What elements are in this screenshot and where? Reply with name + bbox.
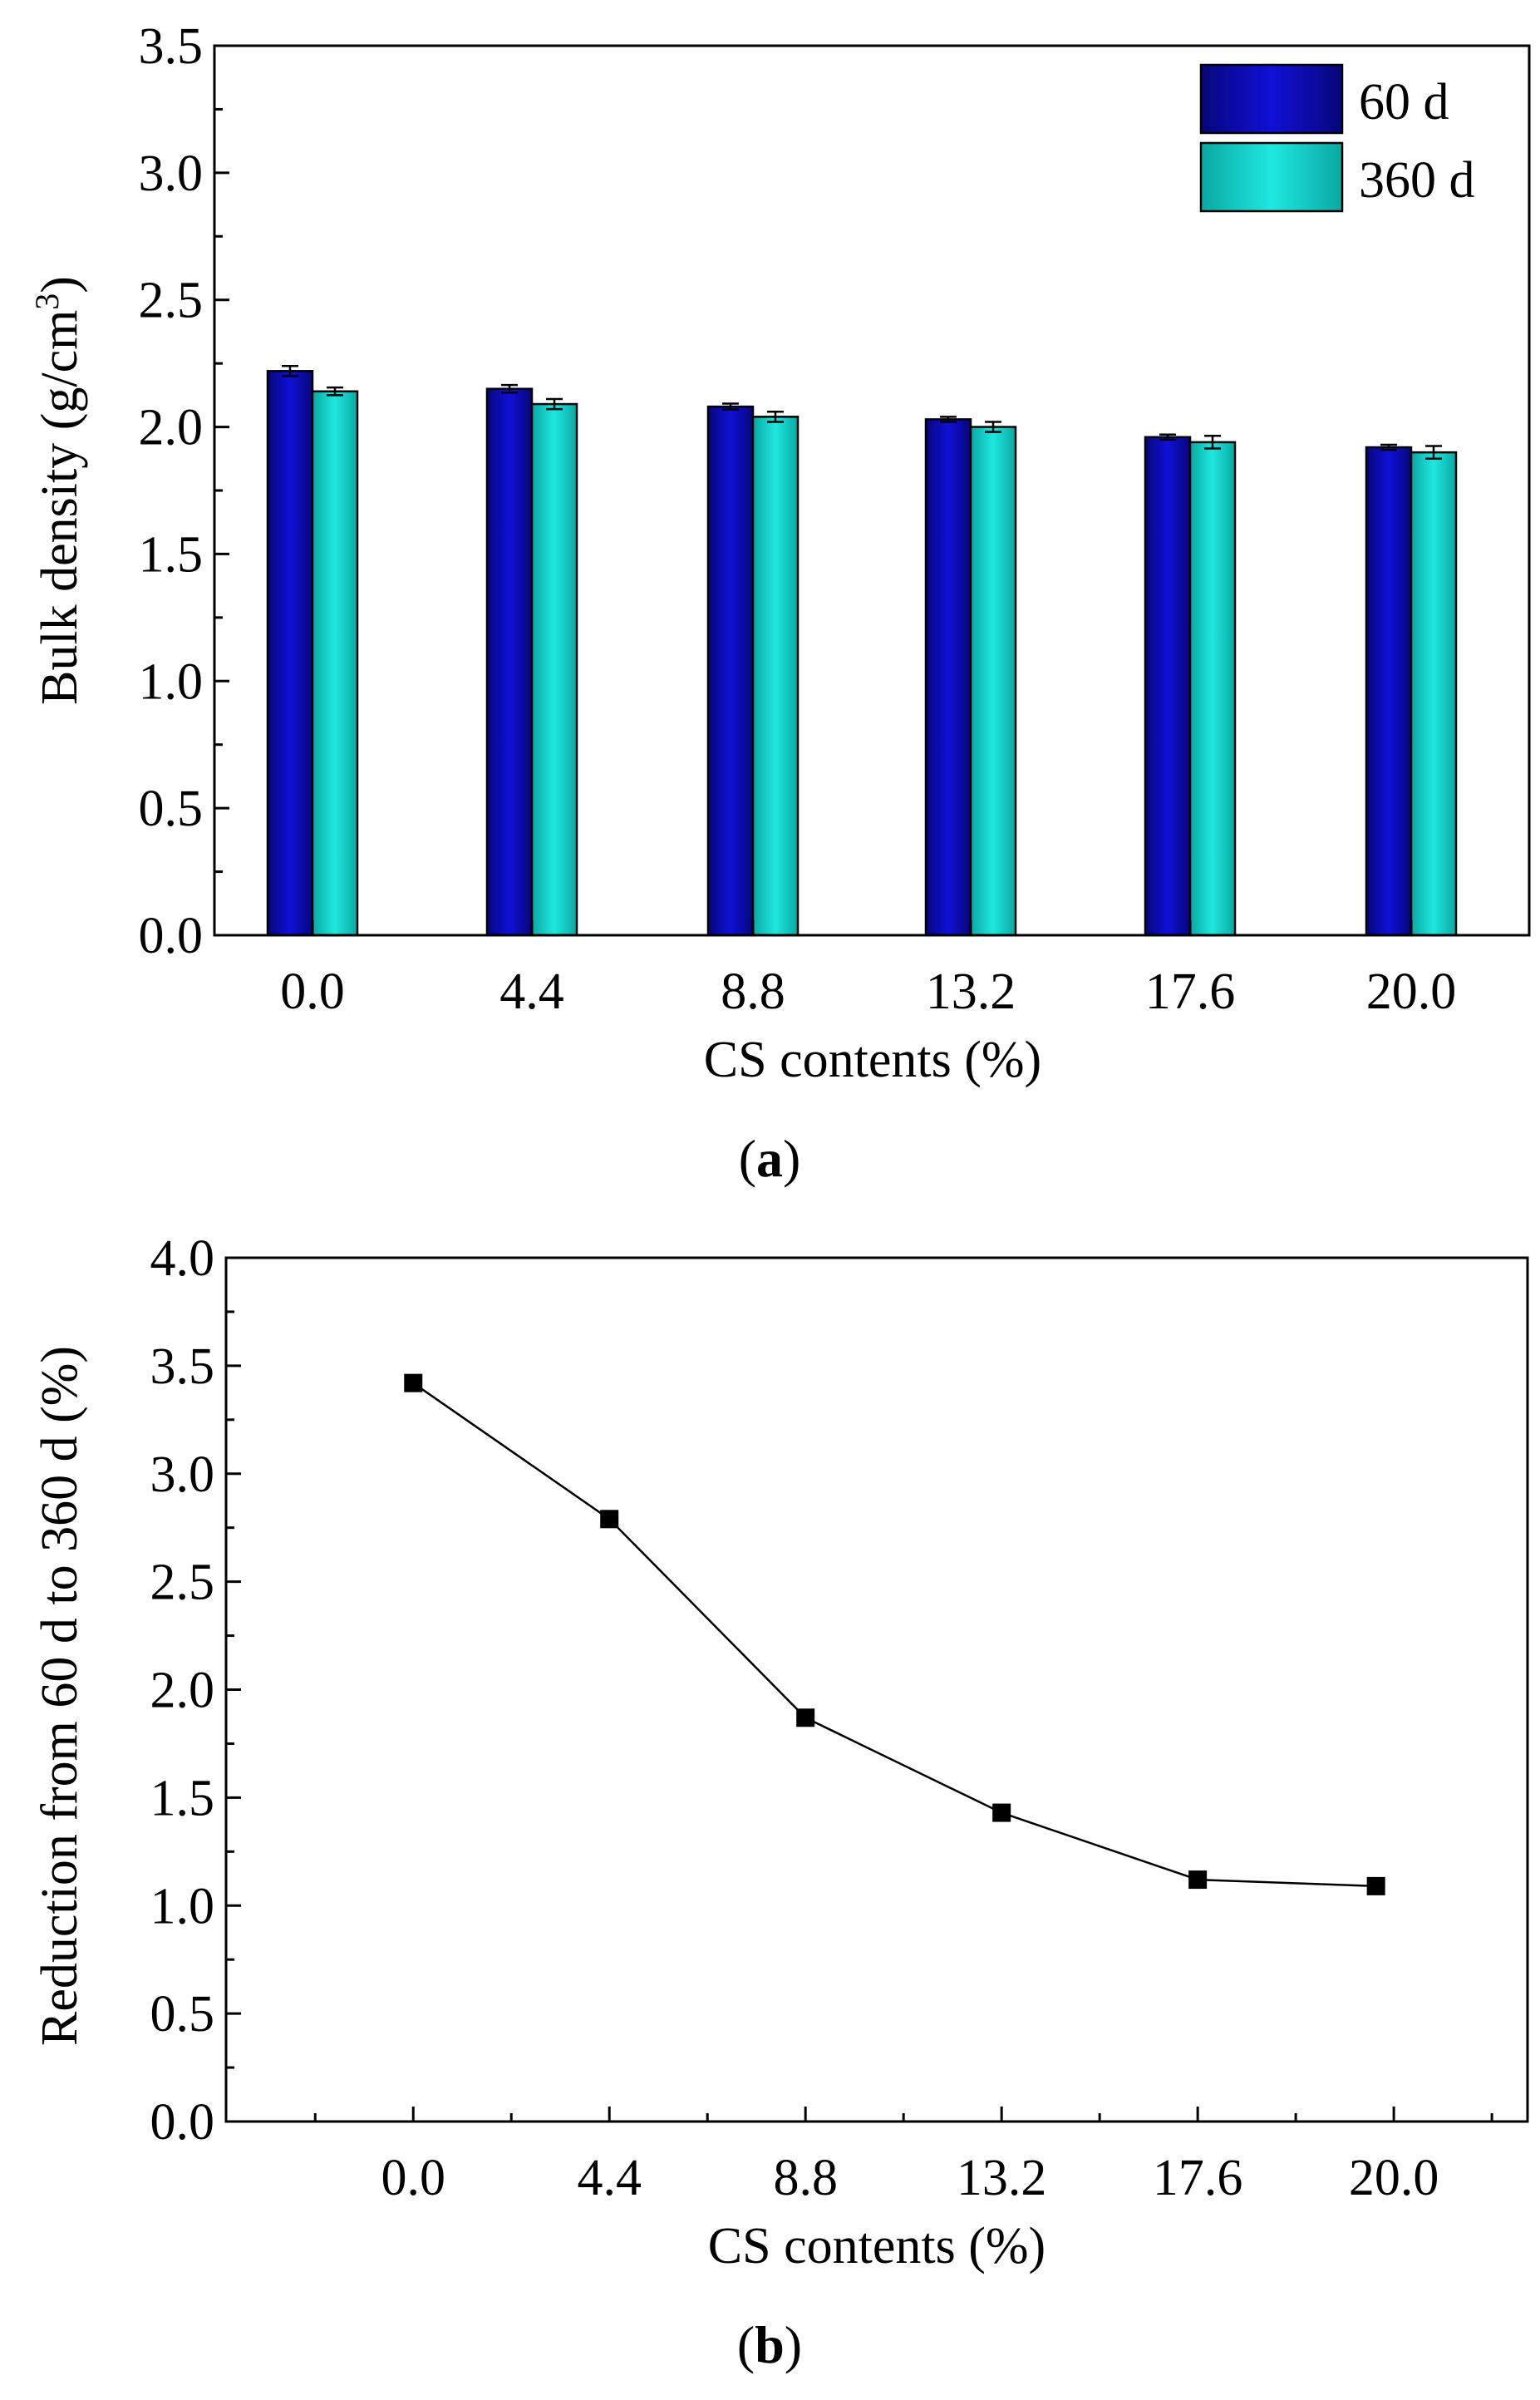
x-tick-label: 17.6 bbox=[1153, 2150, 1243, 2206]
y-axis-title-text: Bulk density (g/cm bbox=[32, 310, 88, 705]
bar-group bbox=[266, 364, 1458, 937]
legend-label-60d: 60 d bbox=[1359, 74, 1449, 131]
x-tick-label: 8.8 bbox=[773, 2150, 838, 2206]
panel-letter-b: b bbox=[755, 2315, 785, 2374]
y-tick-label: 0.5 bbox=[139, 781, 204, 837]
y-tick-label: 2.0 bbox=[150, 1663, 215, 1719]
reduction-line-chart: 0.0 0.5 1.0 1.5 2.0 2.5 3.0 3.5 4.0 0.0 4.4 8.8 13.… bbox=[32, 1230, 1529, 2374]
y-tick-label: 2.5 bbox=[139, 273, 204, 329]
x-axis-title: CS contents (%) bbox=[708, 2218, 1046, 2274]
bar-60d-13.2 bbox=[924, 418, 972, 937]
reduction-series-line bbox=[412, 1382, 1376, 1888]
x-tick-label: 8.8 bbox=[721, 963, 785, 1020]
y-axis-ticks: 0.0 0.5 1.0 1.5 2.0 2.5 3.0 3.5 bbox=[139, 18, 229, 964]
data-point-20.0 bbox=[1366, 1876, 1385, 1895]
bar-360d-4.4 bbox=[530, 402, 578, 937]
bar-360d-8.8 bbox=[751, 416, 800, 937]
y-tick-label: 1.5 bbox=[150, 1770, 215, 1826]
data-markers bbox=[404, 1373, 1385, 1895]
y-axis-title: Reduction from 60 d to 360 d (%) bbox=[32, 1346, 88, 2046]
y-tick-label: 0.0 bbox=[150, 2094, 215, 2151]
data-point-4.4 bbox=[600, 1510, 619, 1529]
bulk-density-bar-chart: 0.0 0.5 1.0 1.5 2.0 2.5 3.0 3.5 0.0 4.4 8.8 13.2 17… bbox=[28, 18, 1531, 1188]
legend-swatch-360d bbox=[1199, 141, 1344, 213]
y-tick-label: 2.0 bbox=[139, 400, 204, 456]
panel-letter-a: a bbox=[756, 1129, 783, 1188]
bar-360d-13.2 bbox=[969, 426, 1017, 937]
y-axis-ticks: 0.0 0.5 1.0 1.5 2.0 2.5 3.0 3.5 4.0 bbox=[150, 1230, 241, 2151]
legend-swatch-60d bbox=[1199, 63, 1344, 135]
y-tick-label: 3.5 bbox=[150, 1338, 215, 1395]
y-tick-label: 4.0 bbox=[150, 1230, 215, 1287]
x-tick-label: 20.0 bbox=[1366, 963, 1457, 1020]
plot-frame bbox=[213, 44, 1531, 937]
data-point-13.2 bbox=[992, 1803, 1011, 1822]
x-tick-label: 17.6 bbox=[1145, 963, 1236, 1020]
x-tick-label: 4.4 bbox=[577, 2150, 642, 2206]
y-tick-label: 1.0 bbox=[150, 1878, 215, 1934]
bar-60d-8.8 bbox=[706, 405, 755, 937]
bar-60d-4.4 bbox=[485, 387, 534, 937]
y-tick-label: 2.5 bbox=[150, 1555, 215, 1611]
x-tick-label: 20.0 bbox=[1349, 2150, 1439, 2206]
bar-360d-17.6 bbox=[1188, 441, 1237, 937]
x-axis-ticks: 0.0 4.4 8.8 13.2 17.6 20.0 bbox=[280, 920, 1456, 1020]
panel-label-b: (b) bbox=[737, 2315, 802, 2374]
x-tick-label: 13.2 bbox=[957, 2150, 1047, 2206]
data-point-0.0 bbox=[404, 1373, 423, 1392]
x-tick-label: 13.2 bbox=[926, 963, 1016, 1020]
x-axis-ticks: 0.0 4.4 8.8 13.2 17.6 20.0 bbox=[313, 2107, 1493, 2206]
x-tick-label: 0.0 bbox=[381, 2150, 445, 2206]
legend-label-360d: 360 d bbox=[1359, 152, 1475, 209]
plot-frame bbox=[224, 1256, 1529, 2123]
y-axis-title-superscript: 3 bbox=[28, 293, 66, 310]
y-axis-title: Bulk density (g/cm3) bbox=[28, 276, 89, 705]
x-tick-label: 0.0 bbox=[280, 963, 345, 1020]
y-tick-label: 1.0 bbox=[139, 653, 204, 710]
bar-60d-17.6 bbox=[1144, 436, 1192, 937]
x-tick-label: 4.4 bbox=[499, 963, 564, 1020]
bar-60d-20.0 bbox=[1365, 446, 1413, 937]
bar-60d-0.0 bbox=[266, 370, 314, 937]
bar-360d-20.0 bbox=[1410, 451, 1458, 937]
y-tick-label: 3.5 bbox=[139, 18, 204, 75]
y-axis-title-end: ) bbox=[32, 276, 88, 293]
y-tick-label: 0.0 bbox=[139, 908, 204, 964]
y-tick-label: 3.0 bbox=[150, 1446, 215, 1503]
data-point-8.8 bbox=[796, 1708, 815, 1727]
data-point-17.6 bbox=[1188, 1870, 1208, 1890]
y-tick-label: 0.5 bbox=[150, 1986, 215, 2043]
x-axis-title: CS contents (%) bbox=[704, 1032, 1041, 1088]
panel-label-a: (a) bbox=[739, 1129, 801, 1188]
y-tick-label: 3.0 bbox=[139, 145, 204, 202]
y-tick-label: 1.5 bbox=[139, 526, 204, 583]
bar-360d-0.0 bbox=[311, 390, 359, 937]
legend: 60 d 360 d bbox=[1199, 63, 1475, 213]
